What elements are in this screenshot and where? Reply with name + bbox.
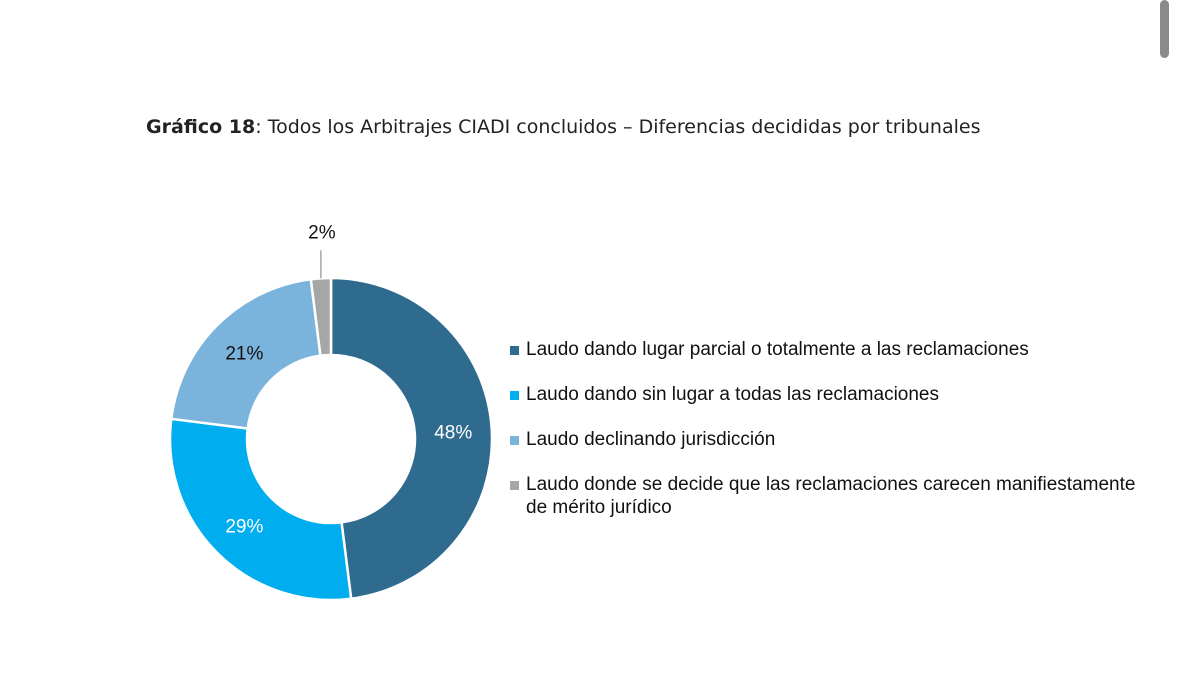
- data-label: 48%: [434, 422, 472, 443]
- data-label: 29%: [225, 517, 263, 538]
- chart-title-text: : Todos los Arbitrajes CIADI concluidos …: [255, 116, 981, 138]
- legend-swatch: [510, 391, 519, 400]
- legend-swatch: [510, 436, 519, 445]
- chart-title-number: Gráfico 18: [146, 116, 256, 138]
- legend-swatch: [510, 481, 519, 490]
- donut-slice-laudo-dando-sin-lugar-a: [168, 417, 353, 602]
- data-label: 2%: [308, 222, 336, 243]
- chart-title: Gráfico 18: Todos los Arbitrajes CIADI c…: [146, 116, 981, 138]
- legend-item: Laudo declinando jurisdicción: [510, 428, 1150, 451]
- chart-legend: Laudo dando lugar parcial o totalmente a…: [510, 338, 1150, 541]
- data-label: 21%: [225, 343, 263, 364]
- legend-item: Laudo dando sin lugar a todas las reclam…: [510, 383, 1150, 406]
- legend-label: Laudo donde se decide que las reclamacio…: [526, 474, 1136, 518]
- legend-label: Laudo declinando jurisdicción: [526, 429, 776, 450]
- legend-item: Laudo dando lugar parcial o totalmente a…: [510, 338, 1150, 361]
- donut-slice-laudo-donde-se-decide-que: [309, 276, 333, 358]
- legend-swatch: [510, 346, 519, 355]
- donut-slice-laudo-declinando-jurisdiccion: [169, 277, 322, 430]
- legend-item: Laudo donde se decide que las reclamacio…: [510, 473, 1150, 519]
- legend-label: Laudo dando sin lugar a todas las reclam…: [526, 384, 939, 405]
- scrollbar[interactable]: [1160, 0, 1169, 58]
- legend-label: Laudo dando lugar parcial o totalmente a…: [526, 339, 1029, 360]
- donut-slice-laudo-dando-lugar-parcial-o: [329, 276, 494, 601]
